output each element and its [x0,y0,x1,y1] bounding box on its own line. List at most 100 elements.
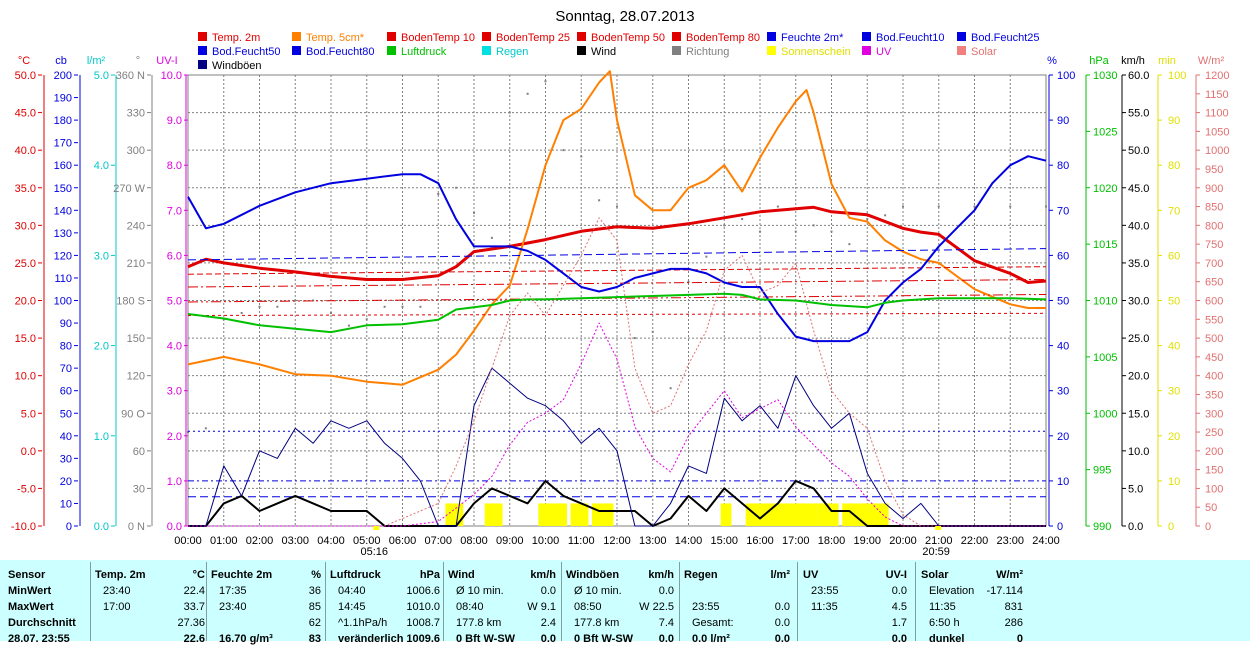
temp-note: 17:00 [103,601,131,613]
direction-point [526,92,529,95]
axis-tick-solar: 950 [1205,164,1223,176]
x-tick-label: 22:00 [961,535,989,547]
solar-value: 831 [1004,601,1023,613]
summary-col-press: Luftdruck hPa 04:40 1006.6 14:45 1010.0 ^1.1hP… [330,560,440,645]
x-tick-label: 18:00 [818,535,846,547]
axis-tick-temp: 10.0 [15,371,36,383]
axis-tick-dir: 210 [127,258,145,270]
axis-tick-solar: 900 [1205,183,1223,195]
direction-point [383,305,386,308]
axis-tick-uv: 3.0 [167,386,182,398]
temp-value: 33.7 [183,601,205,613]
axis-unit-solar: W/m² [1198,55,1225,67]
series-line-bodentemp-25 [187,279,1047,288]
legend-label-bod-feucht80: Bod.Feucht80 [306,46,375,58]
direction-point [1045,205,1047,208]
summary-col-uv: UV UV-I 23:55 0.0 11:35 4.5 1.7 0.0 [803,560,907,645]
sunshine-bar [538,503,567,526]
axis-tick-wind: 15.0 [1128,408,1149,420]
summary-col-rain: Regen l/m² 23:55 0.0 Gesamt: 0.0 0.0 l/m² 0.0 [684,560,790,645]
direction-point [437,193,440,196]
axis-tick-uv: 5.0 [167,296,182,308]
legend-label-richtung: Richtung [686,46,729,58]
axis-tick-hum: 50 [1057,296,1069,308]
axis-unit-temp: °C [18,55,30,67]
legend-swatch-temp-5cm [292,32,301,41]
hum-value: 62 [308,617,321,629]
uv-value: 0.0 [891,633,907,645]
axis-tick-uv: 6.0 [167,250,182,262]
press-value: 1008.7 [406,617,440,629]
press-header: Luftdruck [330,569,381,581]
sunshine-bar [720,503,732,526]
axis-tick-temp: 35.0 [15,183,36,195]
temp-note: 23:40 [103,585,131,597]
legend-swatch-wind [577,46,586,55]
x-tick-label: 02:00 [246,535,274,547]
axis-tick-temp: 25.0 [15,258,36,270]
legend-label-bod-feucht10: Bod.Feucht10 [876,32,945,44]
legend-swatch-uv [862,46,871,55]
gust-header: Windböen [566,569,620,581]
series-line-luftdruck [187,292,1047,334]
direction-point [866,218,869,221]
direction-point [580,155,583,158]
rain-value [684,583,790,599]
axis-tick-cb: 80 [60,341,72,353]
axis-tick-temp: 30.0 [15,220,36,232]
axis-tick-wind: 25.0 [1128,333,1149,345]
axis-tick-uv: 10.0 [161,70,182,82]
axis-tick-solar: 600 [1205,296,1223,308]
x-tick-label: 10:00 [532,535,560,547]
axis-tick-cb: 160 [54,160,72,172]
hum-header: Feuchte 2m [211,569,273,581]
direction-point [669,387,672,390]
direction-point [616,205,618,208]
axes: °C 50.0 45.0 40.0 35.0 30.0 25.0 20.0 15.0 10.0 5.… [11,55,1230,533]
series-line-bod-feucht80 [187,248,1047,261]
series-line-bodentemp-50 [187,294,1047,303]
axis-tick-dir: 300 [127,145,145,157]
hum-note: 17:35 [219,585,247,597]
hum-value: 83 [308,633,321,645]
axis-tick-min: 60 [1168,250,1180,262]
axis-tick-press: 1015 [1093,239,1117,251]
direction-point [562,149,565,152]
row-label-avg: Durchschnitt [8,617,76,629]
direction-point [776,205,779,208]
sunshine-bar [570,503,589,526]
direction-point [902,205,904,208]
solar-value: 0 [1016,633,1023,645]
x-tick-label: 24:00 [1032,535,1060,547]
axis-tick-press: 1025 [1093,126,1117,138]
direction-point [741,218,744,221]
axis-tick-cb: 170 [54,138,72,150]
axis-tick-uv: 4.0 [167,341,182,353]
axis-tick-temp: 15.0 [15,333,36,345]
rain-header: Regen [684,569,718,581]
series-line-windb-en [188,367,1046,527]
direction-point [705,255,708,258]
temp-value: 22.4 [183,585,205,597]
axis-tick-press: 1000 [1093,408,1117,420]
axis-tick-cb: 200 [54,70,72,82]
series-line-feuchte-2m [187,155,1047,343]
axis-tick-solar: 100 [1205,483,1223,495]
axis-tick-wind: 5.0 [1128,483,1143,495]
axis-tick-hum: 40 [1057,341,1069,353]
x-tick-label: 03:00 [281,535,309,547]
legend-swatch-bod-feucht25 [957,32,966,41]
press-value: 1006.6 [406,585,440,597]
axis-tick-press: 1030 [1093,70,1117,82]
solar-value: -17.114 [986,585,1024,597]
direction-point [276,305,279,308]
axis-unit-uv: UV-I [156,55,177,67]
axis-tick-cb: 190 [54,93,72,105]
direction-point [473,211,475,214]
axis-tick-wind: 40.0 [1128,220,1149,232]
legend-swatch-feuchte-2m [767,32,776,41]
axis-tick-cb: 10 [60,498,72,510]
series-line-temp-2m [187,205,1047,284]
x-tick-label: 19:00 [853,535,881,547]
x-tick-label: 20:00 [889,535,917,547]
